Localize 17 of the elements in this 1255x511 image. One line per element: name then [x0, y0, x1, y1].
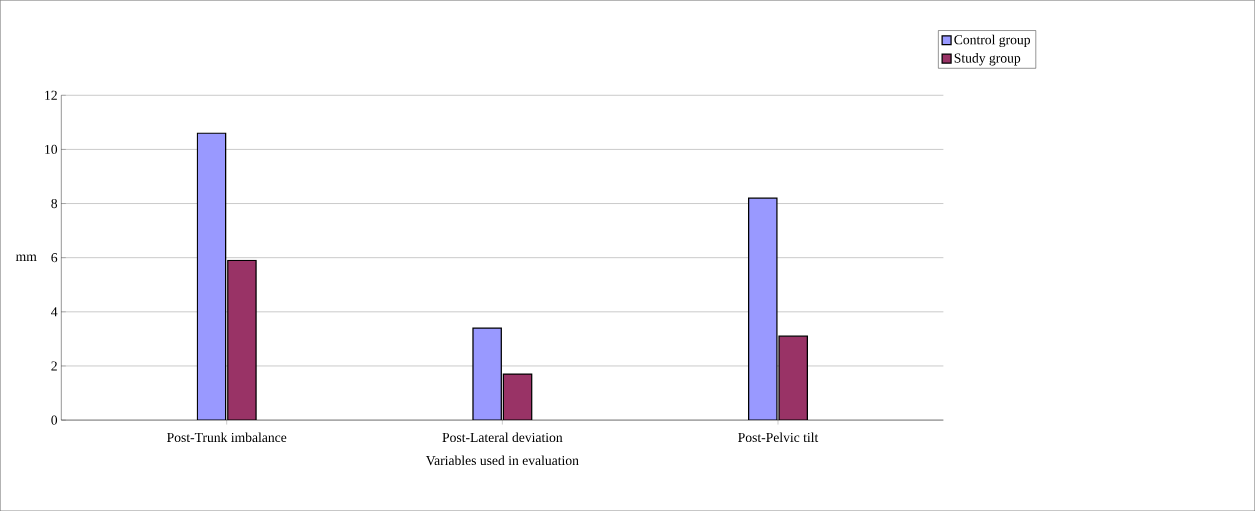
- x-tick-label: Post-Lateral deviation: [442, 432, 563, 442]
- y-tick-label: 0: [51, 415, 58, 425]
- bar: [502, 373, 533, 420]
- legend-label: Study group: [954, 52, 1021, 66]
- x-tick-label: Post-Pelvic tilt: [738, 432, 819, 442]
- x-tick-label: Post-Trunk imbalance: [167, 432, 287, 442]
- y-tick-label: 8: [51, 198, 58, 209]
- x-axis-title: Variables used in evaluation: [425, 455, 579, 466]
- y-tick-label: 6: [51, 253, 58, 263]
- bar: [778, 335, 808, 420]
- bar: [227, 259, 257, 420]
- legend-label: Control group: [954, 34, 1031, 48]
- y-tick-label: 10: [45, 144, 58, 154]
- y-tick-label: 4: [51, 307, 58, 317]
- y-axis-title: mm: [15, 254, 37, 261]
- y-tick-label: 2: [51, 361, 57, 371]
- y-tick-label: 12: [45, 90, 57, 100]
